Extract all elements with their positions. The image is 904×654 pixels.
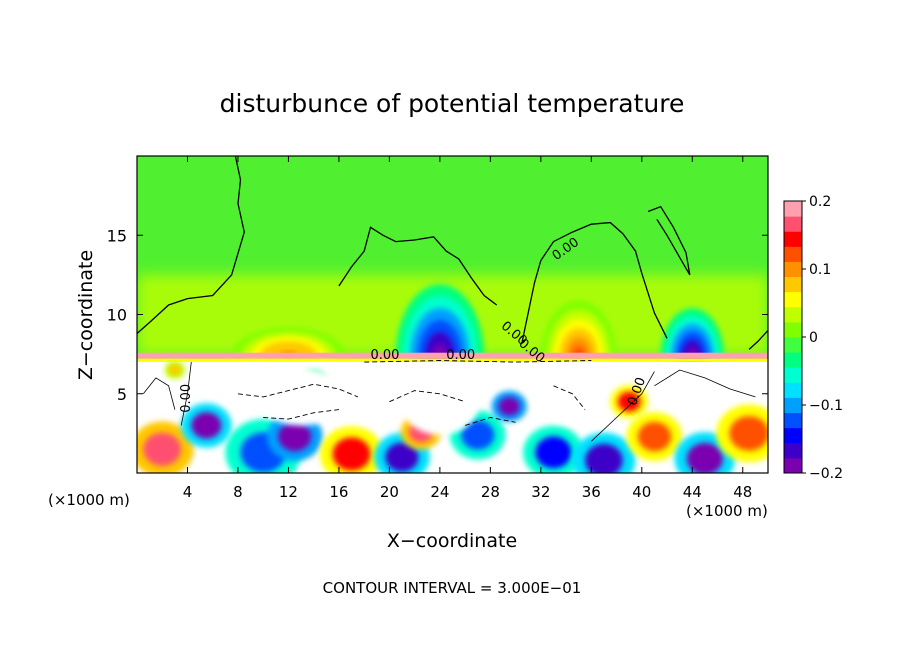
colorbar-swatch bbox=[784, 337, 802, 353]
roll-2 bbox=[530, 371, 602, 423]
eddy-inner-4 bbox=[332, 437, 371, 471]
eddy-inner-5 bbox=[385, 442, 419, 472]
eddy-inner-8 bbox=[498, 397, 520, 416]
contour-label: 0.00 bbox=[179, 384, 194, 413]
x-tick-label: 16 bbox=[329, 483, 348, 501]
zero-contour-0 bbox=[137, 156, 245, 334]
x-tick-label: 8 bbox=[233, 483, 243, 501]
positive-contour-2 bbox=[591, 371, 655, 442]
x-tick-label: 48 bbox=[733, 483, 752, 501]
x-tick-label: 44 bbox=[683, 483, 702, 501]
zero-contour-2 bbox=[521, 221, 668, 344]
x-tick-label: 32 bbox=[531, 483, 550, 501]
eddy-inner-1 bbox=[191, 412, 222, 439]
y-axis-label: Z−coordinate bbox=[75, 250, 97, 380]
negative-contour-0 bbox=[237, 383, 359, 398]
y-tick-label: 10 bbox=[107, 306, 127, 325]
colorbar-swatch bbox=[784, 291, 802, 308]
y-tick-label: 5 bbox=[117, 385, 127, 404]
zero-contour-1 bbox=[338, 226, 498, 306]
positive-contour-0 bbox=[142, 377, 176, 410]
colorbar-swatch bbox=[784, 276, 802, 293]
contour-label: 0.00 bbox=[446, 348, 475, 363]
positive-contour-1 bbox=[654, 369, 756, 398]
roll-0 bbox=[256, 368, 346, 426]
colorbar-tick-label: 0.2 bbox=[809, 194, 831, 210]
eddy-inner-11 bbox=[617, 391, 641, 412]
contour-label: 0.00 bbox=[370, 348, 399, 363]
eddy-inner-14 bbox=[729, 416, 768, 451]
colorbar-tick-label: 0.1 bbox=[809, 262, 831, 278]
colorbar-swatch bbox=[784, 231, 802, 247]
negative-contour-2 bbox=[389, 390, 466, 403]
eddy-inner-13 bbox=[686, 442, 724, 473]
eddy-inner-12 bbox=[637, 421, 672, 452]
heatmap-field: 0.000.000.000.00 0.000.000.00 bbox=[137, 156, 768, 473]
x-tick-label: 28 bbox=[481, 483, 500, 501]
x-unit-right: (×1000 m) bbox=[686, 502, 768, 520]
inversion-layer bbox=[137, 352, 768, 359]
negative-contour-4 bbox=[553, 385, 586, 410]
colorbar-swatch bbox=[784, 427, 802, 444]
x-tick-label: 20 bbox=[380, 483, 399, 501]
eddy-inner-3 bbox=[278, 421, 312, 452]
chart-title: disturbunce of potential temperature bbox=[220, 89, 685, 118]
negative-contour-3 bbox=[464, 417, 516, 426]
colorbar-swatch bbox=[784, 201, 802, 217]
colorbar-swatch bbox=[784, 306, 802, 323]
colorbar-swatch bbox=[784, 352, 802, 368]
eddy-inner-9 bbox=[535, 436, 572, 469]
colorbar-tick-label: −0.1 bbox=[809, 398, 843, 414]
colorbar-swatch bbox=[784, 382, 802, 398]
colorbar-swatch bbox=[784, 261, 802, 278]
zero-contour-3 bbox=[647, 205, 691, 276]
negative-contour-5 bbox=[364, 360, 592, 363]
colorbar-swatch bbox=[784, 216, 802, 232]
colorbar-swatch bbox=[784, 246, 802, 262]
x-tick-label: 40 bbox=[632, 483, 651, 501]
inversion-edge bbox=[137, 358, 768, 362]
x-tick-label: 4 bbox=[183, 483, 193, 501]
lower-layer-mixing bbox=[137, 361, 768, 473]
colorbar-tick-label: 0 bbox=[809, 330, 818, 346]
contour-interval-footer: CONTOUR INTERVAL = 3.000E−01 bbox=[323, 579, 582, 597]
eddy-inner-16 bbox=[168, 364, 181, 376]
colorbar-swatch bbox=[784, 321, 802, 338]
colorbar-swatch bbox=[784, 457, 802, 474]
x-tick-label: 24 bbox=[430, 483, 449, 501]
colorbar-swatch bbox=[784, 442, 802, 459]
eddy-inner-0 bbox=[143, 432, 182, 466]
x-tick-label: 12 bbox=[279, 483, 298, 501]
colorbar-swatch bbox=[784, 397, 802, 414]
eddy-inner-10 bbox=[585, 443, 623, 473]
y-tick-label: 15 bbox=[107, 226, 127, 245]
zero-contour-4 bbox=[748, 329, 768, 350]
x-tick-label: 36 bbox=[582, 483, 601, 501]
positive-contour-3 bbox=[180, 362, 192, 426]
negative-contour-1 bbox=[263, 409, 339, 420]
x-unit-left: (×1000 m) bbox=[48, 491, 130, 509]
x-axis: 4 8 12 16 20 24 28 32 36 40 44 48 bbox=[183, 156, 752, 501]
colorbar-swatch bbox=[784, 367, 802, 383]
y-axis: 5 10 15 bbox=[107, 226, 768, 404]
colorbar: 0.2 0.1 0 −0.1 −0.2 bbox=[783, 194, 843, 482]
eddy-inner-7 bbox=[461, 420, 495, 450]
colorbar-swatch bbox=[784, 412, 802, 429]
colorbar-tick-label: −0.2 bbox=[809, 466, 843, 482]
roll-1 bbox=[399, 365, 481, 435]
x-axis-label: X−coordinate bbox=[387, 530, 517, 552]
